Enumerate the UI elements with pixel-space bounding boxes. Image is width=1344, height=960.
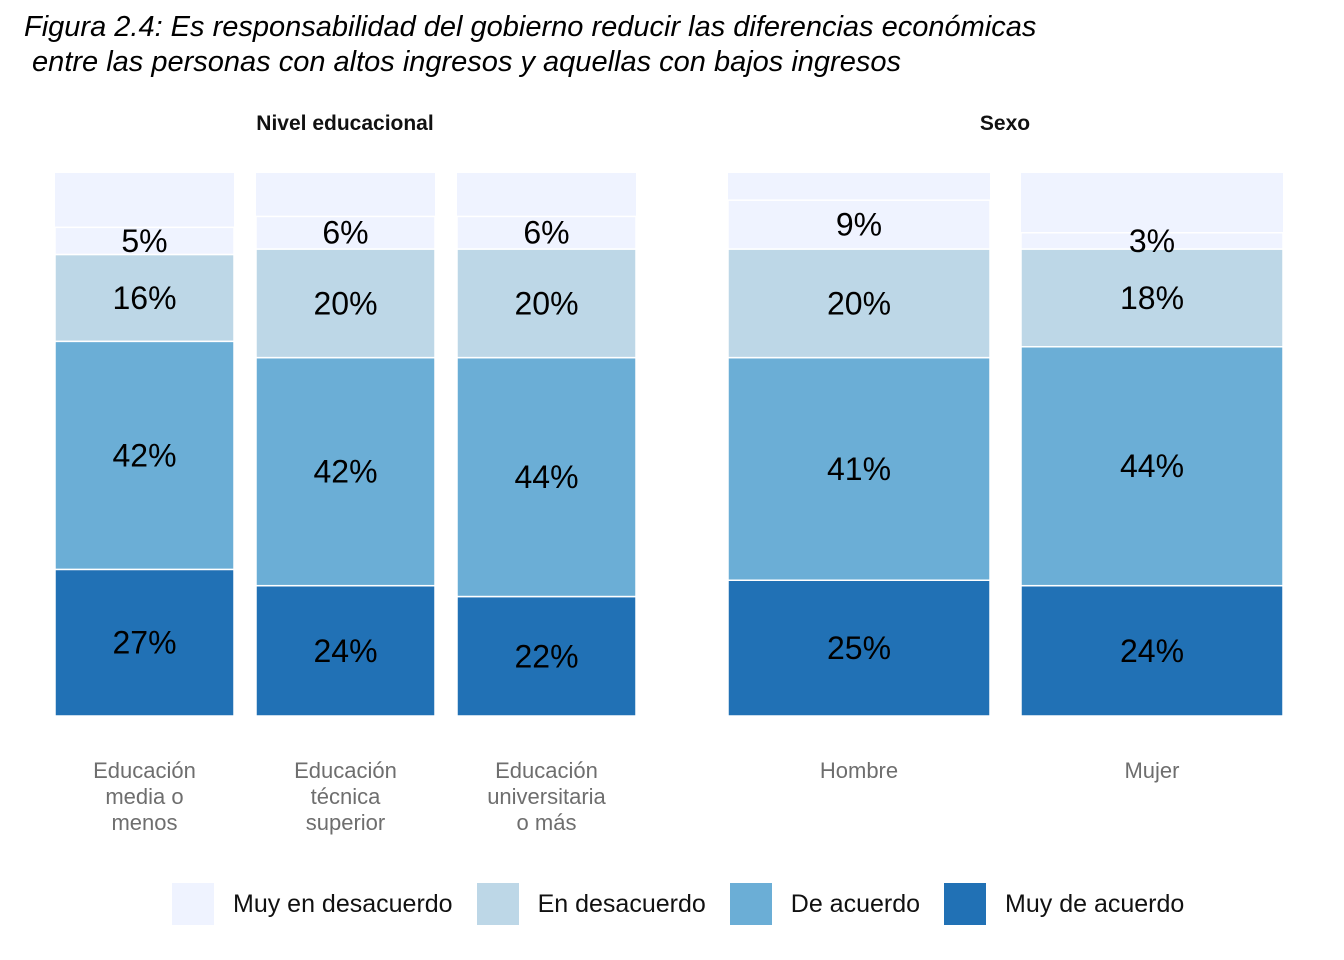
legend-item: Muy en desacuerdo [172, 883, 453, 925]
bar-segment-remainder [256, 173, 435, 217]
bar-segment-remainder [457, 173, 636, 217]
bar-segment [255, 356, 436, 587]
category-label: superior [306, 810, 385, 835]
bar-segment [727, 199, 991, 250]
legend-label: De acuerdo [790, 889, 921, 918]
legend-item: De acuerdo [729, 883, 921, 925]
category-label: Educación [495, 758, 598, 783]
data-label: 44% [514, 459, 578, 495]
bar-segment [255, 248, 436, 359]
chart-title: Figura 2.4: Es responsabilidad del gobie… [24, 11, 1037, 78]
data-label: 24% [1120, 633, 1184, 669]
data-label: 5% [121, 223, 167, 259]
legend-label: Muy de acuerdo [1005, 889, 1185, 918]
bar-segment [727, 579, 991, 717]
data-label: 20% [514, 285, 578, 321]
legend-label: Muy en desacuerdo [233, 889, 453, 918]
category-label: Educación [294, 758, 397, 783]
data-label: 22% [514, 638, 578, 674]
bar-segment [727, 356, 991, 581]
bar-segment-remainder [55, 173, 234, 228]
bar-segment-remainder [1021, 173, 1283, 233]
data-label: 20% [827, 285, 891, 321]
bar-segment [255, 215, 436, 250]
bar-segment [456, 356, 637, 598]
category-label: Hombre [820, 758, 898, 783]
bar-segment [54, 568, 235, 717]
bar-segment [727, 248, 991, 359]
legend-item: En desacuerdo [476, 883, 706, 925]
data-label: 6% [523, 215, 569, 251]
category-label: media o [105, 784, 183, 809]
legend-label: En desacuerdo [537, 889, 706, 918]
category-label: técnica [311, 784, 381, 809]
category-label: Educación [93, 758, 196, 783]
data-label: 6% [322, 215, 368, 251]
bar-segment [1020, 248, 1284, 348]
stacked-bar-chart: Nivel educacional27%42%16%5%Educaciónmed… [54, 112, 1284, 835]
legend-swatch [944, 883, 987, 925]
bar-segment [54, 226, 235, 256]
data-label: 18% [1120, 280, 1184, 316]
legend-swatch [172, 883, 214, 925]
category-label: Mujer [1124, 758, 1179, 783]
bar-segment [54, 253, 235, 343]
data-label: 27% [112, 625, 176, 661]
bar-segment [456, 595, 637, 717]
bar-segment-remainder [728, 173, 990, 201]
panel-title: Nivel educacional [256, 112, 433, 135]
data-label: 20% [313, 285, 377, 321]
panel-title: Sexo [980, 112, 1030, 135]
data-label: 44% [1120, 448, 1184, 484]
category-label: menos [111, 810, 177, 835]
data-label: 16% [112, 280, 176, 316]
data-label: 9% [836, 207, 882, 243]
legend: Muy en desacuerdo En desacuerdo De acuer… [172, 882, 1208, 926]
bar-segment [1020, 231, 1284, 250]
data-label: 25% [827, 630, 891, 666]
legend-item: Muy de acuerdo [944, 883, 1184, 925]
bar-segment [456, 215, 637, 250]
data-label: 42% [112, 437, 176, 473]
data-label: 42% [313, 454, 377, 490]
legend-swatch [476, 883, 519, 925]
legend-swatch [729, 883, 772, 925]
bar-segment [54, 340, 235, 571]
data-label: 41% [827, 451, 891, 487]
bar-segment [255, 584, 436, 717]
category-label: universitaria [487, 784, 606, 809]
bar-segment [456, 248, 637, 359]
category-label: o más [517, 810, 577, 835]
data-label: 3% [1129, 223, 1175, 259]
data-label: 24% [313, 633, 377, 669]
